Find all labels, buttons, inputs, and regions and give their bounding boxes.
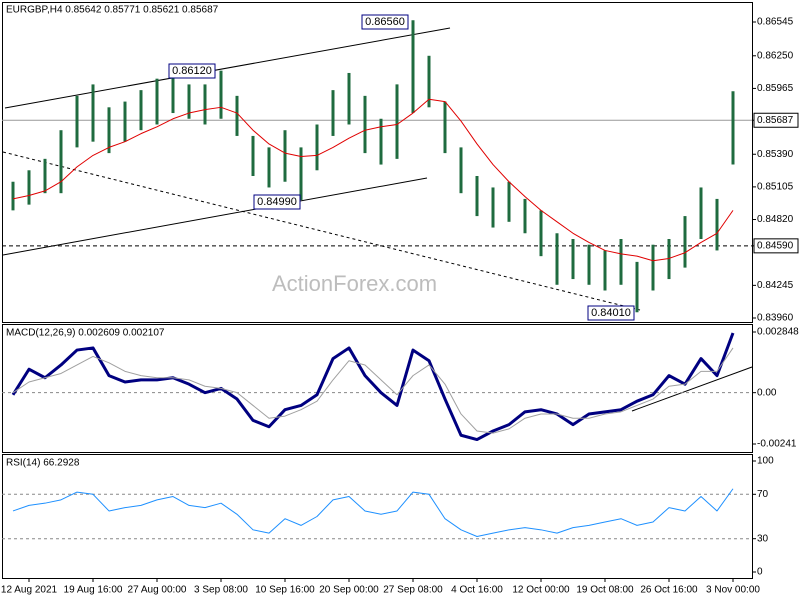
y-tick-label: 0.85687 — [757, 115, 794, 126]
annotation: 0.86560 — [365, 16, 405, 28]
y-tick-label: 0.85965 — [757, 83, 794, 94]
x-tick-label: 19 Aug 16:00 — [64, 585, 123, 596]
x-tick-label: 19 Oct 08:00 — [576, 585, 634, 596]
annotation: 0.84010 — [591, 307, 631, 319]
y-tick-label: 0.86545 — [757, 17, 794, 28]
y-tick-label: 0.85105 — [757, 182, 794, 193]
x-tick-label: 3 Nov 00:00 — [706, 585, 760, 596]
x-tick-label: 3 Sep 08:00 — [194, 585, 248, 596]
y-tick-label: 70 — [757, 489, 769, 500]
trend-line — [2, 151, 641, 311]
x-tick-label: 12 Oct 00:00 — [512, 585, 570, 596]
y-tick-label: 30 — [757, 533, 769, 544]
x-tick-label: 26 Oct 16:00 — [640, 585, 698, 596]
price-panel — [2, 2, 753, 323]
y-tick-label: 0.85390 — [757, 149, 794, 160]
x-tick-label: 4 Oct 16:00 — [451, 585, 503, 596]
indicator-line — [12, 488, 734, 537]
y-tick-label: 0.84245 — [757, 280, 794, 291]
x-tick-label: 12 Aug 2021 — [1, 585, 58, 596]
annotation-box — [587, 305, 635, 321]
chart-title: EURGBP,H4 0.85642 0.85771 0.85621 0.8568… — [6, 5, 219, 16]
rsi-panel — [2, 454, 753, 579]
moving-average — [12, 98, 734, 262]
annotation-box — [168, 63, 216, 79]
x-tick-label: 27 Aug 00:00 — [128, 585, 187, 596]
x-tick-label: 20 Sep 00:00 — [319, 585, 379, 596]
y-tick-label: 0.84590 — [757, 240, 794, 251]
y-tick-label: -0.00241 — [757, 439, 797, 450]
trend-line — [4, 27, 451, 109]
y-tick-label: 0.86250 — [757, 50, 794, 61]
y-tick-label: 0 — [757, 567, 763, 578]
x-tick-label: 27 Sep 08:00 — [383, 585, 443, 596]
indicator-line — [11, 332, 735, 442]
annotation-box — [361, 14, 409, 30]
panel-title: MACD(12,26,9) 0.002609 0.002107 — [6, 328, 165, 339]
annotation: 0.84990 — [257, 196, 297, 208]
x-tick-label: 10 Sep 16:00 — [255, 585, 315, 596]
y-tick-label: 0.00 — [757, 387, 777, 398]
trend-line — [631, 366, 753, 412]
y-tick-label: 100 — [757, 456, 774, 467]
annotation: 0.86120 — [172, 65, 212, 77]
y-tick-label: 0.83960 — [757, 313, 794, 324]
indicator-line — [12, 347, 734, 434]
panel-title: RSI(14) 66.2928 — [6, 458, 80, 469]
tick-box — [753, 112, 799, 128]
y-tick-label: 0.84820 — [757, 214, 794, 225]
y-tick-label: 0.002848 — [757, 327, 799, 338]
annotation-box — [253, 194, 301, 210]
trend-line — [2, 177, 428, 256]
tick-box — [753, 238, 799, 254]
watermark: ActionForex.com — [272, 271, 437, 296]
